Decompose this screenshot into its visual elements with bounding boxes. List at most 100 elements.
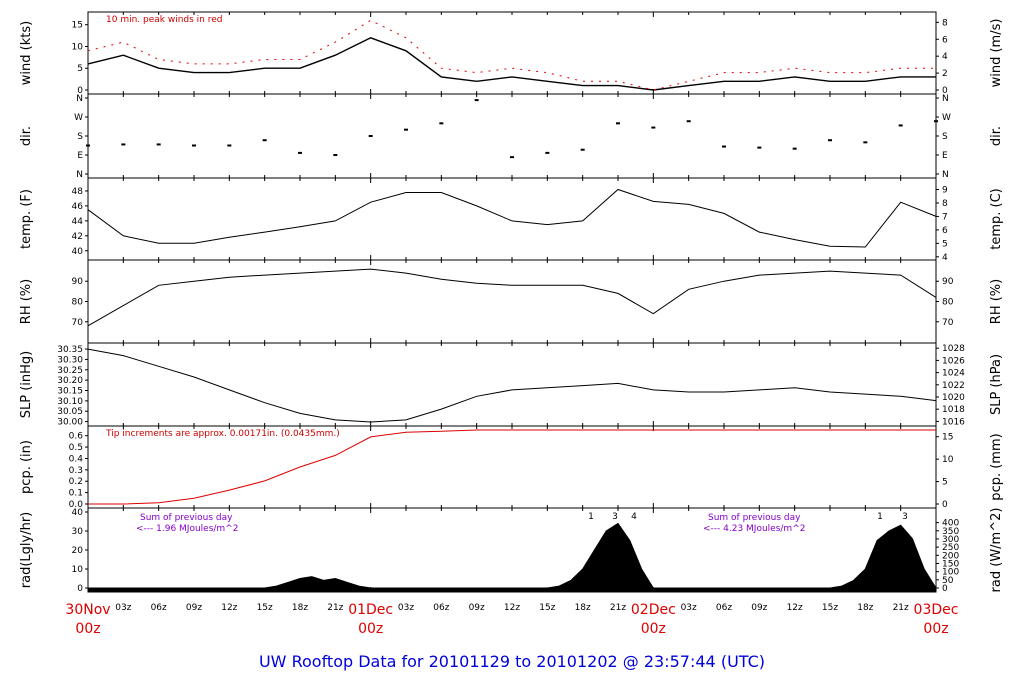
y-tick-label-left-dir: N: [76, 94, 83, 104]
data-point-dir: [545, 151, 550, 154]
y-tick-label-left-rad: 30: [72, 527, 84, 537]
y-tick-label-right-pcp: 10: [942, 455, 954, 465]
rad-marker-day2: 1: [877, 512, 883, 522]
y-tick-label-right-dir: N: [942, 170, 949, 180]
y-tick-label-left-rad: 10: [72, 565, 84, 575]
y-tick-label-left-dir: E: [77, 151, 83, 161]
y-tick-label-right-wind: 8: [942, 18, 948, 28]
y-tick-label-right-slp: 1024: [942, 369, 965, 379]
y-tick-label-right-rad: 50: [942, 576, 954, 586]
day-label-top: 30Nov: [65, 602, 110, 618]
y-tick-label-left-slp: 30.15: [57, 387, 83, 397]
y-tick-label-left-pcp: 0.3: [69, 466, 83, 476]
series-line-pcp-0: [88, 429, 936, 505]
y-axis-label-right-pcp: pcp. (mm): [989, 433, 1004, 500]
y-tick-label-left-dir: S: [77, 132, 83, 142]
y-tick-label-right-pcp: 15: [942, 433, 953, 443]
series-line-wind-1: [87, 19, 936, 91]
data-point-dir: [368, 135, 373, 137]
y-tick-label-left-slp: 30.30: [57, 355, 83, 365]
y-tick-label-right-wind: 0: [942, 86, 948, 96]
y-tick-label-right-rad: 400: [942, 519, 959, 529]
y-tick-label-right-wind: 6: [942, 35, 948, 45]
y-tick-label-left-temp: 46: [72, 202, 84, 212]
y-tick-label-right-rad: 150: [942, 559, 959, 569]
y-tick-label-left-temp: 48: [72, 187, 84, 197]
x-tick-label: 12z: [504, 603, 520, 613]
y-tick-label-right-temp: 7: [942, 212, 948, 222]
y-tick-label-left-pcp: 0.2: [69, 477, 83, 487]
x-tick-label: 09z: [186, 603, 202, 613]
rad-sum1-line1: Sum of previous day: [140, 513, 233, 523]
data-point-dir: [863, 141, 868, 144]
data-point-dir: [192, 144, 196, 147]
data-point-dir: [121, 143, 126, 146]
y-tick-label-right-dir: W: [942, 113, 951, 123]
y-tick-label-right-temp: 9: [942, 186, 948, 196]
y-tick-label-right-wind: 2: [942, 69, 948, 79]
y-tick-label-right-wind: 4: [942, 52, 948, 62]
y-tick-label-left-rad: 0: [77, 584, 83, 594]
y-tick-label-right-dir: S: [942, 132, 948, 142]
y-tick-label-right-rh: 70: [942, 318, 954, 328]
y-tick-label-right-slp: 1028: [942, 344, 965, 354]
y-tick-label-right-rad: 350: [942, 527, 959, 537]
data-point-dir: [156, 143, 161, 146]
y-tick-label-left-pcp: 0.5: [69, 443, 83, 453]
y-tick-label-left-temp: 42: [72, 232, 83, 242]
y-tick-label-left-rad: 20: [72, 546, 84, 556]
series-line-temp-0: [87, 188, 937, 248]
data-point-dir: [298, 151, 302, 154]
y-tick-label-left-slp: 30.35: [57, 345, 83, 355]
rad-marker-day1: 3: [612, 512, 618, 522]
x-tick-label: 06z: [151, 603, 167, 613]
panel-frame-temp: [87, 177, 937, 261]
y-axis-label-left-temp: temp. (F): [19, 189, 34, 249]
rad-sum2-line1: Sum of previous day: [708, 513, 801, 523]
series-line-slp-0: [87, 348, 937, 423]
y-tick-label-right-slp: 1026: [942, 356, 965, 366]
y-tick-label-left-wind: 10: [72, 42, 84, 52]
data-point-dir: [262, 139, 267, 142]
x-tick-label: 06z: [433, 603, 449, 613]
y-tick-label-left-pcp: 0.6: [69, 432, 84, 442]
y-axis-label-left-slp: SLP (inHg): [19, 351, 34, 419]
y-axis-label-right-temp: temp. (C): [989, 188, 1004, 250]
x-tick-label: 15z: [539, 603, 555, 613]
day-label-top: 01Dec: [348, 602, 393, 618]
data-point-dir: [828, 139, 832, 142]
y-tick-label-right-temp: 8: [942, 199, 948, 209]
y-tick-label-left-slp: 30.00: [57, 418, 83, 428]
y-tick-label-right-temp: 5: [942, 239, 948, 249]
data-point-dir: [227, 144, 232, 147]
day-label-top: 02Dec: [631, 602, 676, 618]
day-label-bottom: 00z: [75, 621, 100, 637]
x-tick-label: 09z: [751, 603, 767, 613]
data-point-dir: [404, 128, 408, 131]
y-tick-label-right-rad: 250: [942, 543, 959, 553]
x-tick-label: 21z: [327, 603, 343, 613]
wind-peak-note: 10 min. peak winds in red: [106, 15, 223, 25]
y-tick-label-right-pcp: 0: [942, 500, 948, 510]
day-label-bottom: 00z: [923, 621, 948, 637]
chart-title: UW Rooftop Data for 20101129 to 20101202…: [259, 652, 765, 671]
day-label-top: 03Dec: [914, 602, 959, 618]
y-tick-label-right-rad: 200: [942, 551, 959, 561]
y-axis-label-right-rad: rad (W/m^2): [989, 508, 1004, 593]
y-tick-label-left-temp: 40: [72, 247, 84, 257]
y-tick-label-right-slp: 1020: [942, 393, 965, 403]
series-area-rad: [87, 522, 937, 593]
y-tick-label-left-rh: 70: [72, 318, 84, 328]
x-tick-label: 18z: [857, 603, 873, 613]
x-tick-label: 09z: [469, 603, 485, 613]
y-tick-label-left-wind: 0: [77, 86, 83, 96]
day-label-bottom: 00z: [641, 621, 666, 637]
y-tick-label-left-dir: W: [74, 113, 83, 123]
rad-marker-day1: 1: [588, 512, 594, 522]
y-tick-label-right-dir: N: [942, 94, 949, 104]
data-point-dir: [686, 120, 691, 123]
data-point-dir: [616, 122, 620, 125]
y-tick-label-left-rh: 80: [72, 298, 84, 308]
